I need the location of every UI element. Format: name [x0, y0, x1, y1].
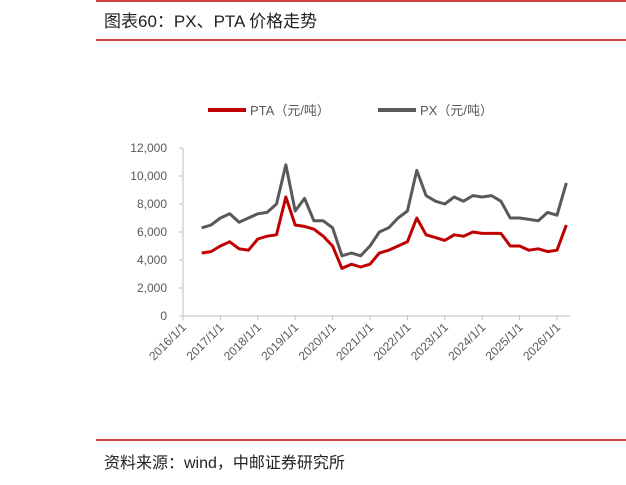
x-tick-label: 2017/1/1	[184, 320, 227, 363]
y-tick-label: 12,000	[130, 141, 167, 155]
legend-label: PTA（元/吨）	[250, 103, 330, 118]
x-tick-label: 2026/1/1	[520, 320, 563, 363]
x-tick-label: 2021/1/1	[333, 320, 376, 363]
y-tick-label: 0	[160, 309, 167, 323]
x-tick-label: 2018/1/1	[221, 320, 264, 363]
x-tick-label: 2025/1/1	[483, 320, 526, 363]
y-tick-label: 10,000	[130, 169, 167, 183]
series-line	[201, 163, 568, 258]
chart: 0 2,000 4,000 6,000 8,000 10,000 12,000 2016/1/…	[130, 103, 571, 363]
y-tick-label: 8,000	[137, 197, 167, 211]
x-tick-label: 2024/1/1	[445, 320, 488, 363]
x-tick-label: 2023/1/1	[408, 320, 451, 363]
footer-source: 资料来源：wind，中邮证券研究所	[104, 454, 345, 472]
y-tick-label: 2,000	[137, 281, 167, 295]
x-tick-label: 2019/1/1	[258, 320, 301, 363]
legend-label: PX（元/吨）	[420, 103, 493, 118]
y-tick-label: 4,000	[137, 253, 167, 267]
x-tick-label: 2022/1/1	[371, 320, 414, 363]
series-line	[201, 195, 568, 270]
x-tick-label: 2016/1/1	[146, 320, 189, 363]
x-tick-label: 2020/1/1	[296, 320, 339, 363]
header-title: 图表60：PX、PTA 价格走势	[104, 12, 317, 31]
y-tick-label: 6,000	[137, 225, 167, 239]
